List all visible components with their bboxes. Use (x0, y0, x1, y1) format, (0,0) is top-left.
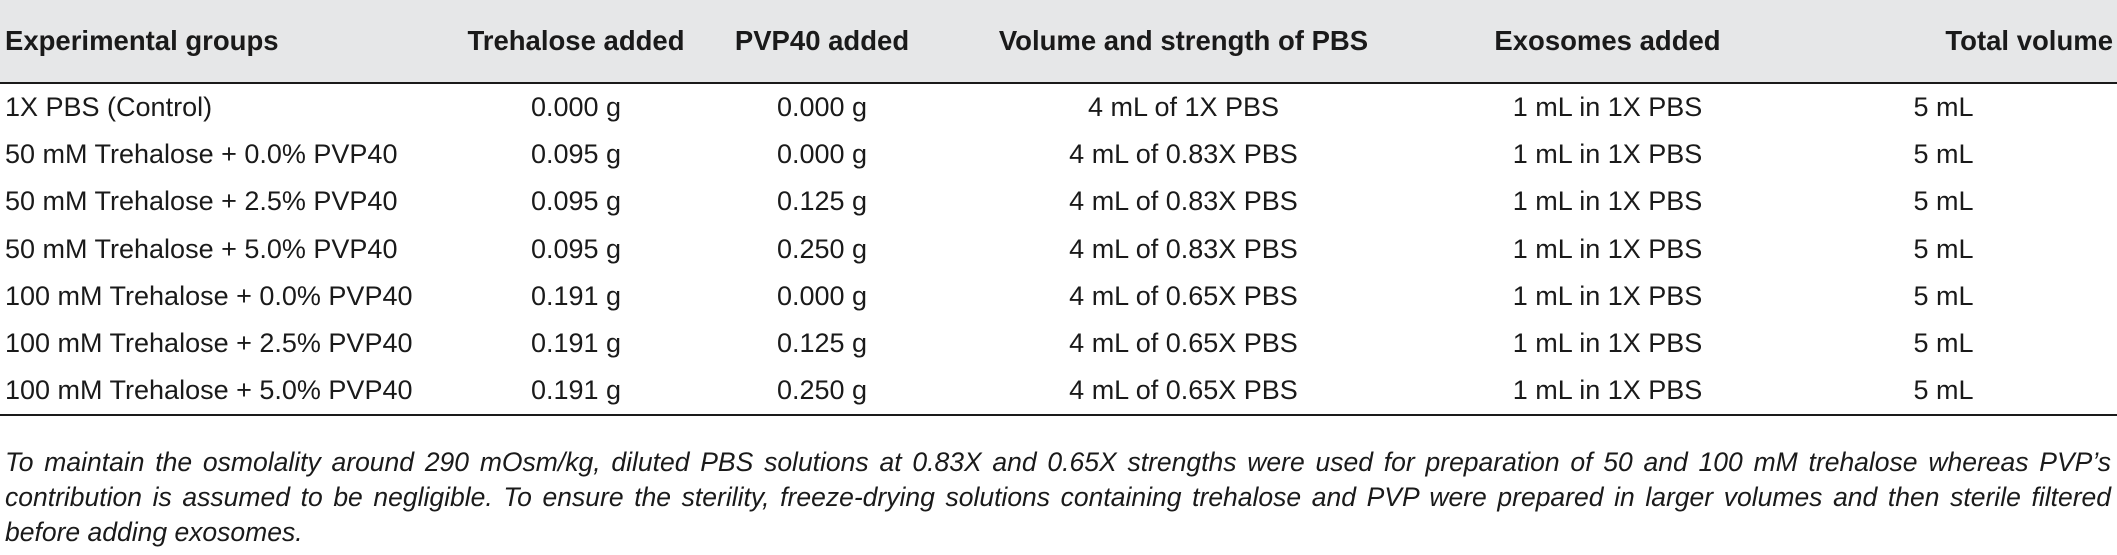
cell-total-volume: 5 mL (1913, 186, 1974, 217)
cell-pvp40: 0.250 g (722, 367, 922, 417)
cell-trehalose: 0.000 g (530, 92, 622, 123)
header-row: Experimental groups Trehalose added PVP4… (0, 0, 2117, 84)
cell-pvp40: 0.250 g (776, 233, 868, 264)
table-footnote: To maintain the osmolality around 290 mO… (5, 446, 2111, 547)
table-row: 50 mM Trehalose + 0.0% PVP40 0.095 g 0.0… (0, 131, 2117, 178)
cell-total-volume: 5 mL (1913, 328, 1974, 359)
table-row: 100 mM Trehalose + 5.0% PVP40 0.191 g 0.… (0, 367, 2117, 417)
cell-pbs: 4 mL of 0.83X PBS (1069, 186, 1298, 217)
cell-pbs: 4 mL of 0.83X PBS (1069, 139, 1298, 170)
cell-exosomes: 1 mL in 1X PBS (1445, 367, 1770, 417)
table-row: 50 mM Trehalose + 2.5% PVP40 0.095 g 0.1… (0, 178, 2117, 225)
cell-total-volume: 5 mL (1770, 367, 2117, 417)
header-trehalose-added: Trehalose added (430, 0, 722, 84)
cell-total-volume: 5 mL (1913, 280, 1974, 311)
cell-group: 100 mM Trehalose + 5.0% PVP40 (0, 367, 430, 417)
cell-exosomes: 1 mL in 1X PBS (1512, 328, 1703, 359)
cell-pvp40: 0.000 g (776, 280, 868, 311)
cell-trehalose: 0.095 g (530, 139, 622, 170)
cell-total-volume: 5 mL (1913, 92, 1974, 123)
cell-group: 100 mM Trehalose + 0.0% PVP40 (5, 280, 413, 311)
cell-group: 1X PBS (Control) (5, 92, 213, 123)
header-exosomes-added: Exosomes added (1445, 0, 1770, 84)
cell-pbs: 4 mL of 0.83X PBS (1069, 233, 1298, 264)
header-total-volume: Total volume (1770, 0, 2117, 84)
cell-group: 100 mM Trehalose + 2.5% PVP40 (5, 328, 413, 359)
cell-exosomes: 1 mL in 1X PBS (1512, 280, 1703, 311)
cell-group: 50 mM Trehalose + 2.5% PVP40 (5, 186, 398, 217)
cell-trehalose: 0.095 g (530, 186, 622, 217)
header-pbs-volume-strength: Volume and strength of PBS (922, 0, 1445, 84)
cell-group: 50 mM Trehalose + 5.0% PVP40 (5, 233, 398, 264)
cell-pbs: 4 mL of 0.65X PBS (922, 367, 1445, 417)
cell-trehalose: 0.191 g (530, 280, 622, 311)
cell-pbs: 4 mL of 1X PBS (1087, 92, 1280, 123)
data-table: Experimental groups Trehalose added PVP4… (0, 0, 2117, 417)
cell-exosomes: 1 mL in 1X PBS (1512, 233, 1703, 264)
table-header: Experimental groups Trehalose added PVP4… (0, 0, 2117, 84)
cell-pvp40: 0.000 g (776, 92, 868, 123)
cell-exosomes: 1 mL in 1X PBS (1512, 186, 1703, 217)
header-experimental-groups: Experimental groups (0, 0, 430, 84)
cell-trehalose: 0.191 g (530, 328, 622, 359)
cell-pbs: 4 mL of 0.65X PBS (1069, 328, 1298, 359)
cell-pvp40: 0.000 g (776, 139, 868, 170)
cell-total-volume: 5 mL (1913, 233, 1974, 264)
cell-pbs: 4 mL of 0.65X PBS (1069, 280, 1298, 311)
cell-pvp40: 0.125 g (776, 186, 868, 217)
cell-exosomes: 1 mL in 1X PBS (1512, 92, 1703, 123)
table-row: 100 mM Trehalose + 2.5% PVP40 0.191 g 0.… (0, 320, 2117, 367)
cell-trehalose: 0.191 g (430, 367, 722, 417)
cell-total-volume: 5 mL (1913, 139, 1974, 170)
cell-exosomes: 1 mL in 1X PBS (1512, 139, 1703, 170)
table-row: 1X PBS (Control) 0.000 g 0.000 g 4 mL of… (0, 83, 2117, 131)
table-row: 100 mM Trehalose + 0.0% PVP40 0.191 g 0.… (0, 273, 2117, 320)
table-row: 50 mM Trehalose + 5.0% PVP40 0.095 g 0.2… (0, 226, 2117, 273)
cell-pvp40: 0.125 g (776, 328, 868, 359)
table-body: 1X PBS (Control) 0.000 g 0.000 g 4 mL of… (0, 83, 2117, 417)
cell-group: 50 mM Trehalose + 0.0% PVP40 (5, 139, 398, 170)
cell-trehalose: 0.095 g (530, 233, 622, 264)
header-pvp40-added: PVP40 added (722, 0, 922, 84)
